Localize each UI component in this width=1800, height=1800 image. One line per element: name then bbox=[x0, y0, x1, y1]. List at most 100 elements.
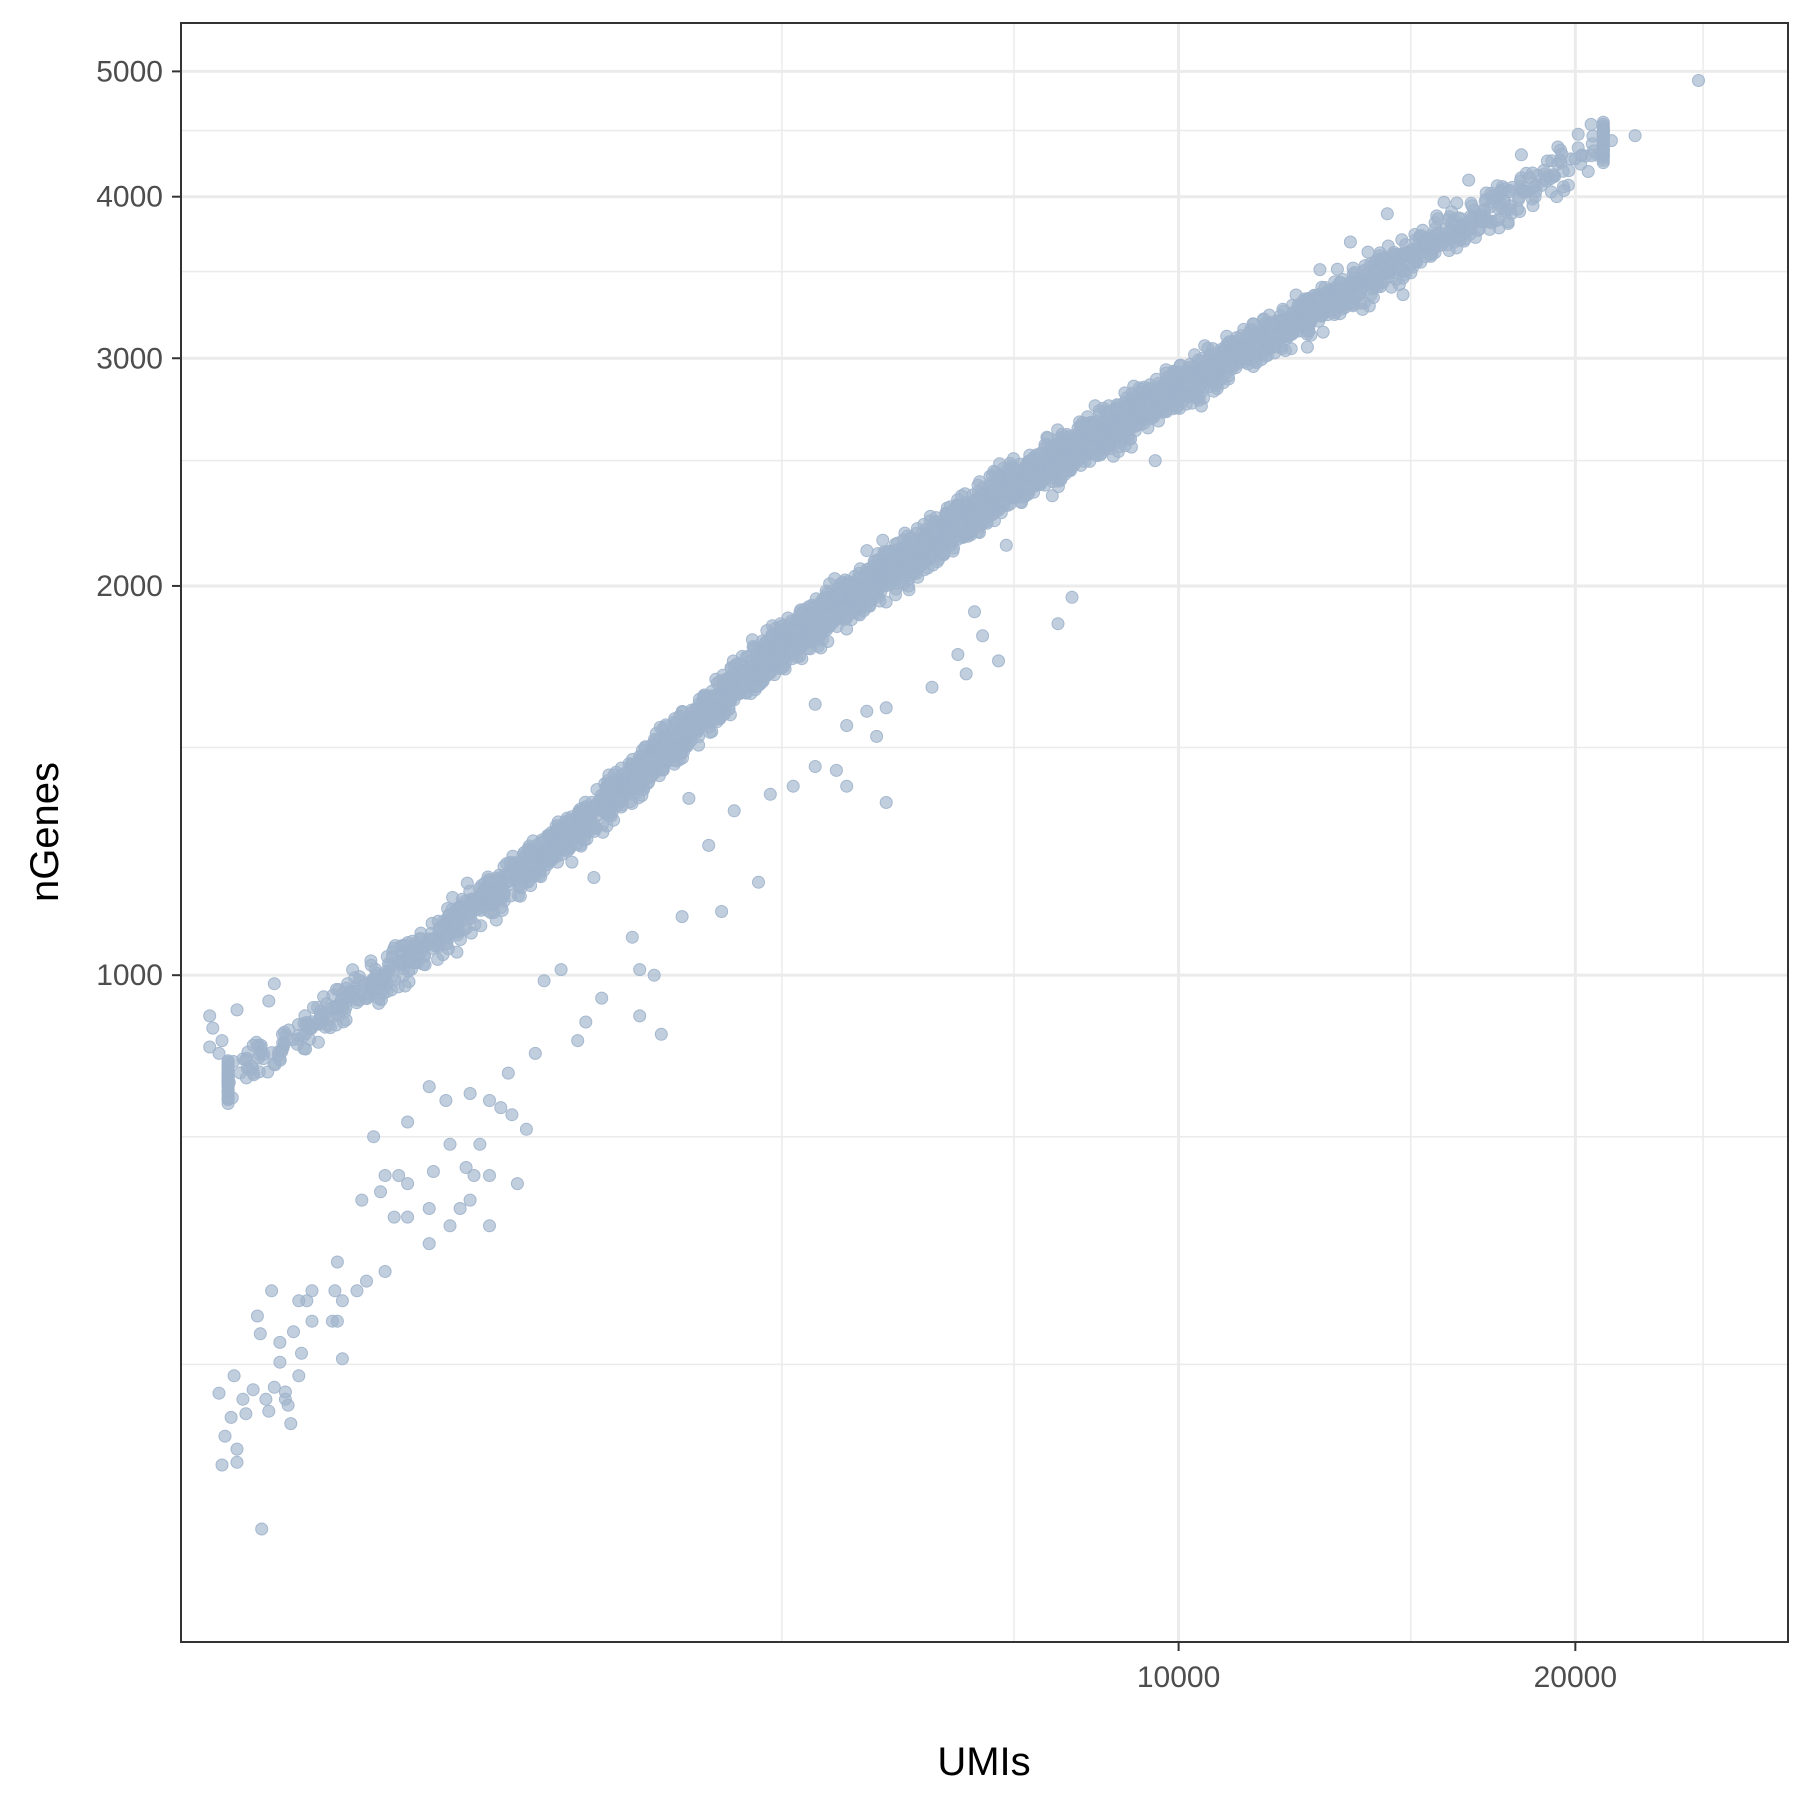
data-point bbox=[221, 1054, 235, 1068]
data-point bbox=[526, 834, 540, 848]
data-point bbox=[1584, 149, 1598, 163]
data-point bbox=[1110, 423, 1124, 437]
data-point bbox=[355, 1193, 369, 1207]
data-point bbox=[1423, 248, 1437, 262]
data-point bbox=[611, 792, 625, 805]
data-point bbox=[501, 1066, 515, 1080]
data-point bbox=[660, 743, 674, 757]
data-point bbox=[230, 1455, 244, 1469]
data-point bbox=[332, 983, 346, 996]
data-point bbox=[414, 926, 428, 940]
data-point bbox=[829, 763, 843, 777]
y-tick-label: 4000 bbox=[96, 181, 163, 214]
data-point bbox=[473, 1137, 487, 1151]
data-point bbox=[489, 874, 503, 888]
data-point bbox=[840, 622, 854, 636]
data-point bbox=[212, 1046, 226, 1060]
data-point bbox=[255, 1522, 269, 1536]
data-point bbox=[1396, 288, 1410, 302]
data-point bbox=[1432, 238, 1446, 252]
data-point bbox=[892, 550, 906, 564]
data-point bbox=[1264, 318, 1278, 332]
data-point bbox=[203, 1009, 217, 1023]
data-point bbox=[1302, 324, 1316, 338]
data-point bbox=[364, 958, 378, 972]
data-point bbox=[1207, 358, 1221, 372]
data-point bbox=[494, 1101, 508, 1115]
data-point bbox=[1125, 412, 1138, 426]
data-point bbox=[992, 654, 1005, 668]
data-point bbox=[253, 1327, 267, 1341]
data-point bbox=[1392, 259, 1406, 273]
data-point bbox=[443, 1137, 457, 1151]
data-point bbox=[1354, 286, 1368, 300]
data-point bbox=[286, 1033, 300, 1047]
data-point bbox=[1021, 461, 1035, 475]
data-point bbox=[1628, 129, 1642, 143]
data-point bbox=[951, 506, 964, 520]
data-point bbox=[1313, 263, 1327, 277]
data-point bbox=[860, 704, 874, 718]
data-point bbox=[873, 594, 887, 608]
data-point bbox=[879, 701, 893, 715]
data-point bbox=[808, 760, 822, 773]
data-point bbox=[1065, 590, 1079, 604]
data-point bbox=[367, 1130, 381, 1144]
data-point bbox=[683, 725, 697, 739]
data-point bbox=[868, 581, 881, 595]
major-gridlines bbox=[181, 23, 1788, 1642]
data-point bbox=[934, 546, 948, 560]
data-point bbox=[906, 536, 920, 550]
data-point bbox=[832, 586, 846, 600]
data-point bbox=[643, 753, 657, 767]
data-point bbox=[439, 1094, 453, 1107]
data-point bbox=[1293, 297, 1307, 311]
data-point bbox=[298, 1009, 312, 1023]
minor-gridlines bbox=[181, 23, 1788, 1642]
data-point bbox=[328, 1284, 342, 1298]
data-point bbox=[1043, 441, 1057, 455]
data-point bbox=[1238, 355, 1252, 369]
data-point bbox=[1124, 440, 1138, 454]
data-point bbox=[585, 795, 599, 809]
data-point bbox=[467, 1169, 481, 1182]
data-point bbox=[278, 1385, 292, 1399]
data-point bbox=[916, 543, 930, 557]
data-point bbox=[972, 485, 985, 498]
data-point bbox=[1464, 209, 1478, 223]
data-point bbox=[1357, 265, 1371, 279]
data-point bbox=[958, 487, 972, 501]
data-point bbox=[807, 623, 821, 637]
data-point bbox=[599, 793, 612, 807]
data-point bbox=[416, 957, 430, 971]
data-point bbox=[215, 1034, 229, 1048]
data-point bbox=[607, 768, 621, 782]
data-point bbox=[1380, 207, 1394, 221]
data-point bbox=[206, 1021, 220, 1035]
data-point bbox=[682, 791, 696, 805]
data-point bbox=[1527, 180, 1541, 194]
y-tick-label: 2000 bbox=[96, 570, 163, 603]
data-point bbox=[378, 1169, 392, 1182]
x-tick-label: 20000 bbox=[1534, 1661, 1617, 1694]
data-point bbox=[1544, 172, 1558, 186]
data-point bbox=[1084, 440, 1098, 454]
data-point bbox=[505, 1108, 519, 1122]
data-point bbox=[871, 547, 885, 561]
data-point bbox=[840, 719, 854, 732]
data-point bbox=[1596, 156, 1610, 170]
data-point bbox=[287, 1325, 300, 1339]
data-point bbox=[330, 1255, 344, 1269]
data-point bbox=[579, 1015, 593, 1029]
data-point bbox=[860, 544, 874, 558]
data-point bbox=[1111, 445, 1125, 459]
data-point bbox=[928, 524, 942, 538]
data-point bbox=[628, 779, 642, 793]
data-point bbox=[1556, 164, 1570, 178]
data-point bbox=[707, 689, 721, 703]
data-point bbox=[292, 1018, 305, 1031]
data-point bbox=[542, 829, 556, 843]
data-point bbox=[1503, 203, 1517, 216]
data-point bbox=[495, 903, 509, 917]
data-point bbox=[1132, 396, 1146, 409]
